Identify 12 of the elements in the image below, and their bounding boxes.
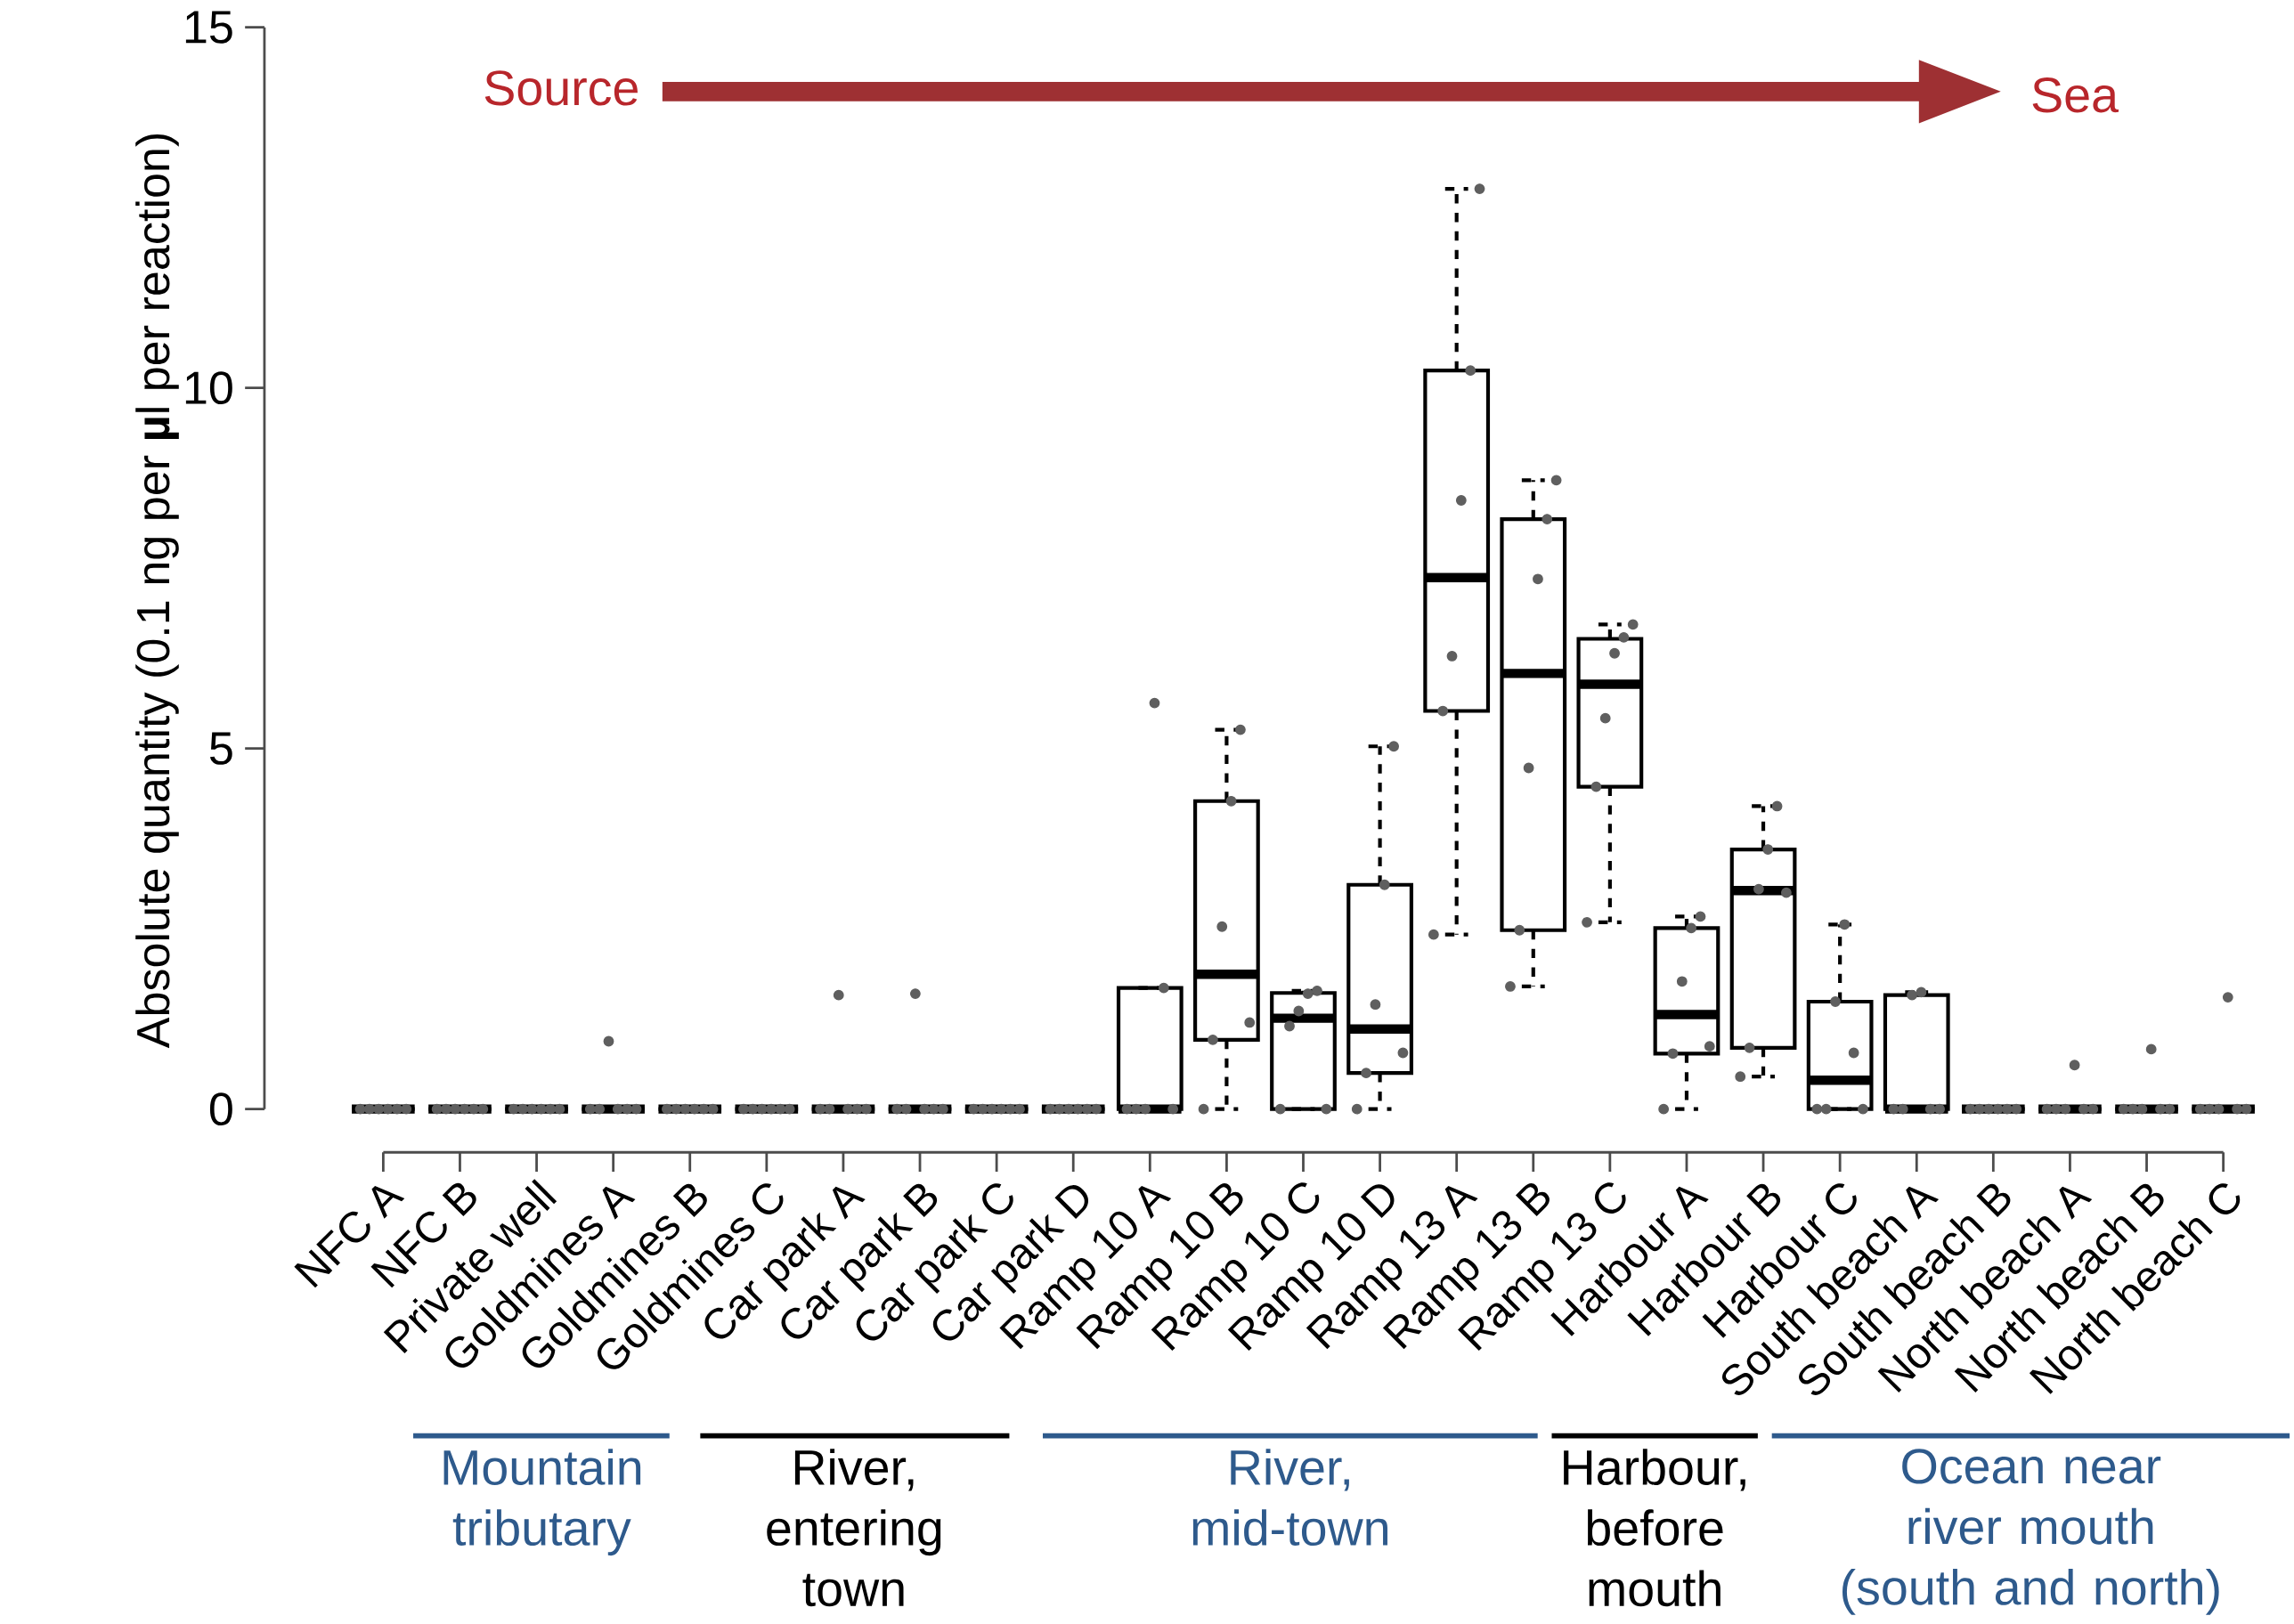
text: River, entering town: [767, 1449, 941, 1607]
y-tick-label: 0: [209, 1092, 232, 1125]
text: Mountain tributary: [443, 1449, 641, 1556]
text: River, mid-town: [1192, 1449, 1387, 1547]
y-tick-label: 15: [185, 11, 232, 44]
text: Harbour, before mouth: [1564, 1449, 1745, 1607]
annotation: Sea: [2032, 77, 2119, 113]
y-tick-label: 5: [209, 732, 232, 765]
y-axis-title: Absolute quantity (0.1 ng per µl per reaction): [135, 134, 179, 1049]
text: Ocean near river mouth (south and north): [1843, 1449, 2219, 1615]
annotation: Source: [484, 70, 638, 106]
y-tick-label: 10: [185, 371, 232, 404]
